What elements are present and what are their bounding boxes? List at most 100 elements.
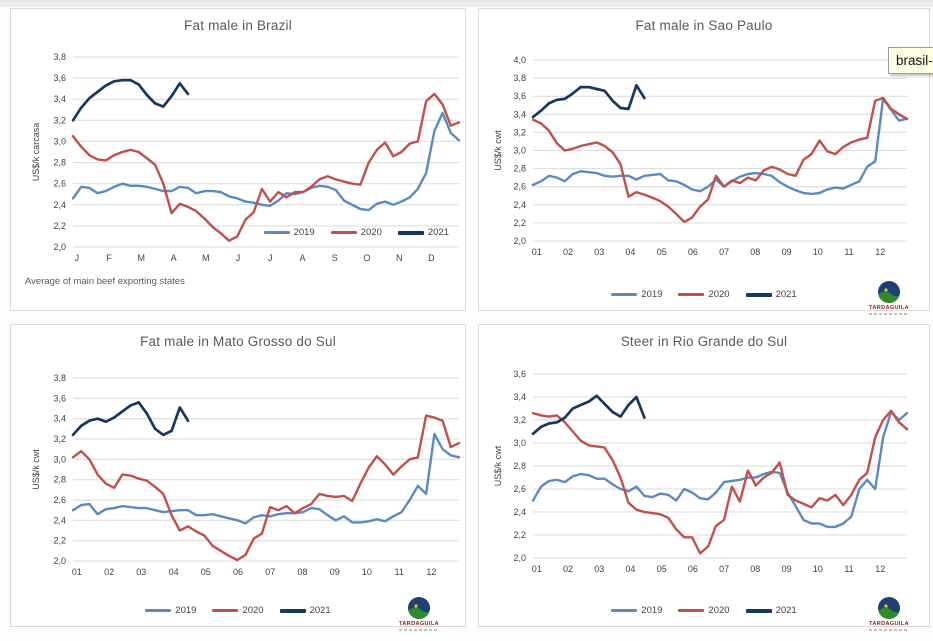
legend-label: 2021: [775, 605, 797, 616]
series-line-2019: [531, 410, 909, 529]
tardaguila-logo-subtext: [399, 629, 439, 631]
legend-swatch-2019: [611, 293, 638, 296]
svg-text:3,0: 3,0: [53, 454, 66, 464]
svg-text:06: 06: [688, 564, 698, 574]
series-line-2019: [71, 432, 461, 525]
svg-text:04: 04: [169, 567, 179, 577]
legend-swatch-2019: [611, 609, 638, 612]
svg-text:2,2: 2,2: [53, 536, 66, 546]
series-line-2021: [531, 83, 646, 119]
legend-swatch-2020: [678, 293, 705, 296]
svg-text:02: 02: [563, 564, 573, 574]
legend-label: 2020: [360, 227, 382, 238]
svg-text:3,2: 3,2: [513, 127, 526, 137]
svg-text:3,0: 3,0: [53, 136, 66, 146]
line-chart-brazil[interactable]: 2,0 2,2 2,4 2,6 2,8 3,0 3,2 3,4 3,6 3,8 US$/k carc…: [15, 37, 463, 285]
legend-item-2019: 2019: [145, 605, 196, 616]
svg-text:04: 04: [625, 247, 635, 257]
legend-label: 2019: [175, 605, 197, 616]
svg-text:2,4: 2,4: [53, 515, 66, 525]
legend-swatch-2019: [145, 609, 172, 612]
svg-text:2,4: 2,4: [513, 200, 526, 210]
tardaguila-logo-text: TARDAGUILA: [869, 305, 909, 311]
svg-text:3,4: 3,4: [513, 109, 526, 119]
chart-title-brazil: Fat male in Brazil: [184, 18, 292, 33]
line-chart-rio-grande[interactable]: 2,0 2,2 2,4 2,6 2,8 3,0 3,2 3,4 3,6 US$/k cwt 01 02…: [483, 353, 931, 601]
svg-text:3,4: 3,4: [53, 414, 66, 424]
svg-text:3,0: 3,0: [513, 438, 526, 448]
svg-text:2,8: 2,8: [513, 164, 526, 174]
legend-label: 2020: [708, 289, 730, 300]
line-chart-mato-grosso[interactable]: 2,0 2,2 2,4 2,6 2,8 3,0 3,2 3,4 3,6 3,8 US$/k cwt 0…: [15, 353, 463, 601]
legend-swatch-2021: [279, 608, 306, 613]
svg-text:06: 06: [233, 567, 243, 577]
svg-text:A: A: [171, 253, 177, 263]
chart-panel-steer-rio-grande[interactable]: Steer in Rio Grande do Sul 2,0 2,2 2,4 2,6 2…: [478, 324, 931, 631]
chart-panel-fat-male-brazil[interactable]: Fat male in Brazil 2,0 2,2 2,4 2,6 2,8 3,0 3,2…: [10, 8, 466, 311]
legend-label: 2019: [641, 605, 663, 616]
svg-text:03: 03: [594, 564, 604, 574]
line-chart-sao-paulo[interactable]: 2,0 2,2 2,4 2,6 2,8 3,0 3,2 3,4 3,6 3,8 4,0 US$/k c…: [483, 37, 931, 285]
svg-text:A: A: [299, 253, 305, 263]
chart-panel-fat-male-sao-paulo[interactable]: Fat male in Sao Paulo 2,0 2,2 2,4 2,6 2,8 3,0…: [478, 8, 931, 315]
legend-item-2019: 2019: [263, 227, 315, 238]
chart-caption-brazil: Average of main beef exporting states: [25, 276, 185, 287]
tardaguila-logo-icon: [878, 281, 900, 303]
svg-text:02: 02: [104, 567, 114, 577]
svg-text:J: J: [236, 253, 241, 263]
chart-legend-rio-grande: 2019 2020 2021: [479, 605, 929, 616]
svg-text:09: 09: [782, 247, 792, 257]
svg-text:2,2: 2,2: [513, 530, 526, 540]
filename-tooltip: brasil-m: [888, 47, 933, 74]
chart-title-mato-grosso: Fat male in Mato Grosso do Sul: [140, 334, 336, 349]
svg-text:J: J: [268, 253, 273, 263]
chart-panel-fat-male-mato-grosso[interactable]: Fat male in Mato Grosso do Sul 2,0 2,2 2,4…: [10, 324, 466, 631]
svg-text:12: 12: [875, 247, 885, 257]
svg-text:2,8: 2,8: [513, 461, 526, 471]
svg-text:3,6: 3,6: [53, 73, 66, 83]
svg-text:2,0: 2,0: [513, 553, 526, 563]
svg-text:2,4: 2,4: [53, 200, 66, 210]
y-tick-labels: 2,0 2,2 2,4 2,6 2,8 3,0 3,2 3,4 3,6 3,8: [53, 373, 66, 566]
series-line-2020: [71, 92, 461, 242]
svg-text:3,2: 3,2: [53, 434, 66, 444]
y-axis-title: US$/k cwt: [493, 445, 503, 486]
svg-text:2,6: 2,6: [513, 182, 526, 192]
svg-text:2,8: 2,8: [53, 475, 66, 485]
chart-legend-mato-grosso: 2019 2020 2021: [11, 605, 465, 616]
y-tick-labels: 2,0 2,2 2,4 2,6 2,8 3,0 3,2 3,4 3,6 3,8 4,0: [513, 55, 526, 246]
chart-legend-sao-paulo: 2019 2020 2021: [479, 289, 929, 300]
tardaguila-logo: TARDAGUILA: [865, 280, 913, 315]
svg-text:4,0: 4,0: [513, 55, 526, 65]
svg-text:3,8: 3,8: [53, 373, 66, 383]
svg-text:02: 02: [563, 247, 573, 257]
svg-text:07: 07: [265, 567, 275, 577]
svg-text:11: 11: [395, 567, 404, 577]
svg-text:01: 01: [532, 247, 542, 257]
tardaguila-logo-subtext: [869, 629, 909, 631]
window-top-strip: [0, 0, 933, 7]
svg-text:08: 08: [297, 567, 307, 577]
svg-text:3,6: 3,6: [53, 393, 66, 403]
legend-swatch-2021: [397, 230, 424, 235]
series-line-2021: [71, 78, 190, 122]
svg-text:01: 01: [72, 567, 82, 577]
svg-text:09: 09: [330, 567, 340, 577]
svg-text:2,4: 2,4: [513, 507, 526, 517]
tardaguila-logo: TARDAGUILA: [865, 596, 913, 631]
svg-text:3,0: 3,0: [513, 146, 526, 156]
svg-text:3,6: 3,6: [513, 91, 526, 101]
svg-text:06: 06: [688, 247, 698, 257]
svg-text:F: F: [106, 253, 112, 263]
series-line-2021: [531, 394, 646, 436]
legend-label: 2021: [427, 227, 449, 238]
y-axis-title: US$/k cwt: [493, 130, 503, 171]
y-tick-labels: 2,0 2,2 2,4 2,6 2,8 3,0 3,2 3,4 3,6: [513, 369, 526, 563]
svg-text:08: 08: [750, 564, 760, 574]
svg-text:3,4: 3,4: [53, 94, 66, 104]
tardaguila-logo-text: TARDAGUILA: [399, 621, 439, 627]
svg-text:12: 12: [875, 564, 885, 574]
svg-text:07: 07: [719, 564, 729, 574]
legend-swatch-2020: [678, 609, 705, 612]
